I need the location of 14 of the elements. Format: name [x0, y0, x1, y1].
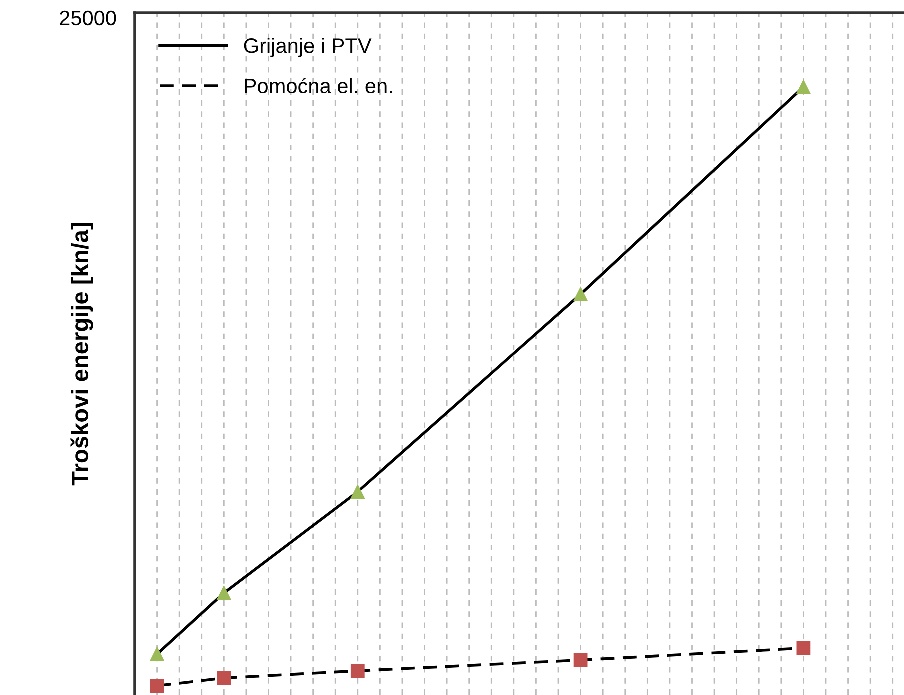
point [796, 80, 811, 94]
point [350, 485, 365, 499]
point [150, 647, 164, 662]
point [574, 653, 588, 668]
text: 25000 [60, 10, 116, 26]
legend-label: Pomoćna el. en. [245, 78, 392, 94]
point [217, 671, 232, 686]
point [350, 664, 365, 678]
point [574, 287, 588, 302]
legend-label: Grijanje i PTV [244, 38, 372, 58]
y-axis-title: Troškovi energije [kn/a] [70, 223, 94, 486]
point [150, 679, 164, 693]
point [217, 586, 232, 600]
point [796, 641, 811, 656]
